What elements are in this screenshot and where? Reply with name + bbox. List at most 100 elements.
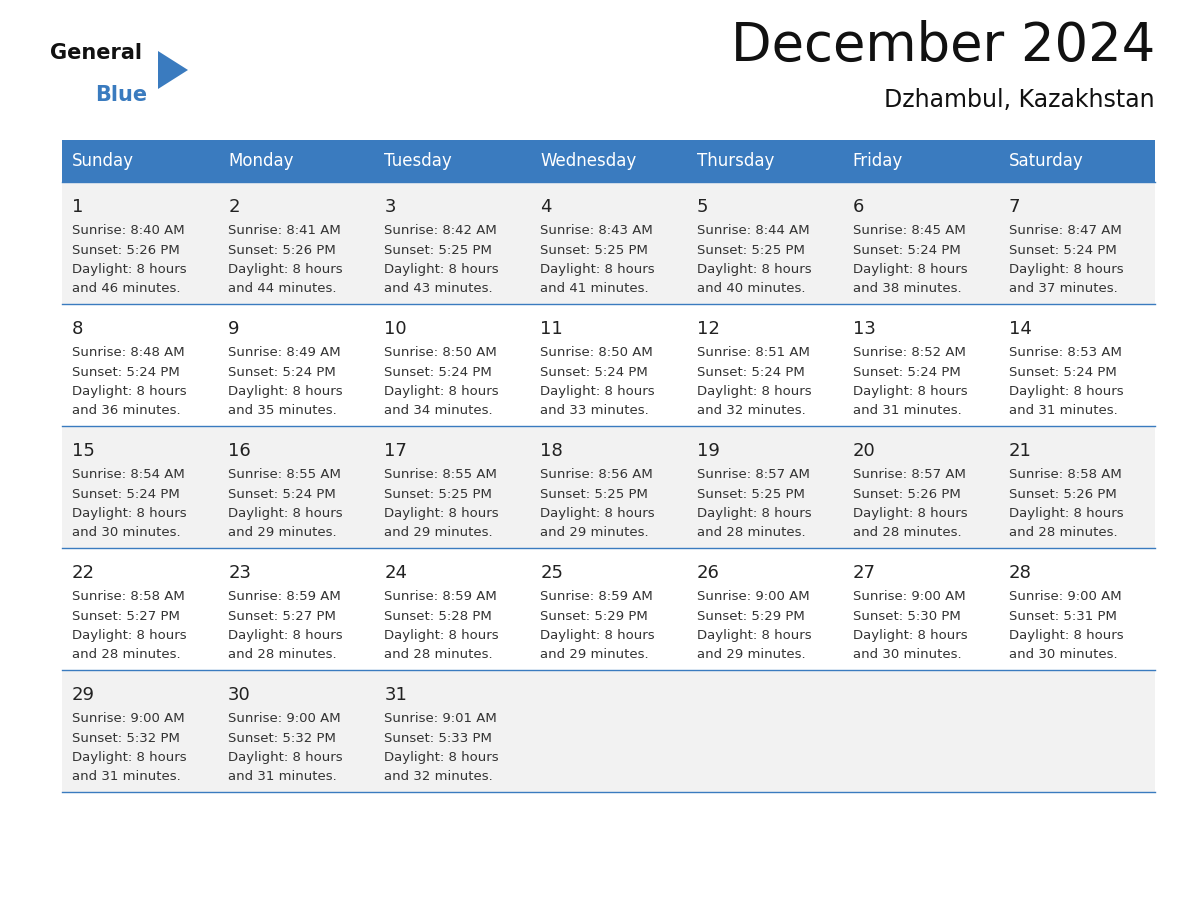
Text: Sunrise: 8:43 AM: Sunrise: 8:43 AM [541, 224, 653, 237]
Text: Sunset: 5:32 PM: Sunset: 5:32 PM [72, 732, 179, 744]
Text: 26: 26 [696, 564, 720, 582]
Text: General: General [50, 43, 143, 63]
Text: 15: 15 [72, 442, 95, 460]
Text: Sunrise: 8:42 AM: Sunrise: 8:42 AM [384, 224, 497, 237]
Text: Sunset: 5:24 PM: Sunset: 5:24 PM [696, 365, 804, 378]
Text: Sunrise: 8:56 AM: Sunrise: 8:56 AM [541, 468, 653, 481]
Text: Sunset: 5:25 PM: Sunset: 5:25 PM [541, 243, 649, 256]
Text: 18: 18 [541, 442, 563, 460]
Text: Saturday: Saturday [1009, 152, 1083, 170]
Text: Sunday: Sunday [72, 152, 134, 170]
Text: Sunrise: 9:00 AM: Sunrise: 9:00 AM [1009, 590, 1121, 603]
Text: Daylight: 8 hours: Daylight: 8 hours [1009, 385, 1124, 398]
Text: and 31 minutes.: and 31 minutes. [1009, 405, 1118, 418]
Text: 12: 12 [696, 320, 720, 338]
Text: Wednesday: Wednesday [541, 152, 637, 170]
Text: 25: 25 [541, 564, 563, 582]
Text: Sunset: 5:28 PM: Sunset: 5:28 PM [384, 610, 492, 622]
Text: Sunset: 5:26 PM: Sunset: 5:26 PM [72, 243, 179, 256]
Text: Thursday: Thursday [696, 152, 773, 170]
Text: and 35 minutes.: and 35 minutes. [228, 405, 337, 418]
Text: and 46 minutes.: and 46 minutes. [72, 283, 181, 296]
Text: Sunset: 5:30 PM: Sunset: 5:30 PM [853, 610, 960, 622]
Text: Sunset: 5:24 PM: Sunset: 5:24 PM [1009, 365, 1117, 378]
Text: Sunset: 5:32 PM: Sunset: 5:32 PM [228, 732, 336, 744]
Text: and 31 minutes.: and 31 minutes. [72, 770, 181, 783]
Text: Sunrise: 9:00 AM: Sunrise: 9:00 AM [696, 590, 809, 603]
Text: Sunset: 5:27 PM: Sunset: 5:27 PM [72, 610, 179, 622]
Text: Tuesday: Tuesday [384, 152, 453, 170]
Text: Daylight: 8 hours: Daylight: 8 hours [696, 385, 811, 398]
Text: Friday: Friday [853, 152, 903, 170]
Text: Sunset: 5:25 PM: Sunset: 5:25 PM [696, 243, 804, 256]
Text: and 29 minutes.: and 29 minutes. [541, 527, 649, 540]
Text: Sunset: 5:24 PM: Sunset: 5:24 PM [1009, 243, 1117, 256]
Text: Sunrise: 9:00 AM: Sunrise: 9:00 AM [228, 712, 341, 725]
Text: and 41 minutes.: and 41 minutes. [541, 283, 649, 296]
Text: Daylight: 8 hours: Daylight: 8 hours [228, 385, 343, 398]
Text: 9: 9 [228, 320, 240, 338]
Text: Daylight: 8 hours: Daylight: 8 hours [1009, 629, 1124, 642]
Text: Sunrise: 8:41 AM: Sunrise: 8:41 AM [228, 224, 341, 237]
Text: and 28 minutes.: and 28 minutes. [72, 648, 181, 662]
Text: Daylight: 8 hours: Daylight: 8 hours [853, 629, 967, 642]
Text: Sunrise: 8:50 AM: Sunrise: 8:50 AM [384, 346, 497, 359]
Text: 11: 11 [541, 320, 563, 338]
Text: Sunset: 5:27 PM: Sunset: 5:27 PM [228, 610, 336, 622]
Text: Sunrise: 8:54 AM: Sunrise: 8:54 AM [72, 468, 185, 481]
Text: Sunrise: 8:57 AM: Sunrise: 8:57 AM [853, 468, 966, 481]
Text: Sunset: 5:29 PM: Sunset: 5:29 PM [541, 610, 649, 622]
Text: Daylight: 8 hours: Daylight: 8 hours [72, 263, 187, 276]
Text: Daylight: 8 hours: Daylight: 8 hours [1009, 263, 1124, 276]
Text: and 31 minutes.: and 31 minutes. [853, 405, 961, 418]
Text: 17: 17 [384, 442, 407, 460]
Text: and 29 minutes.: and 29 minutes. [228, 527, 336, 540]
Text: Sunrise: 8:50 AM: Sunrise: 8:50 AM [541, 346, 653, 359]
Text: and 38 minutes.: and 38 minutes. [853, 283, 961, 296]
Text: 31: 31 [384, 686, 407, 704]
Text: and 30 minutes.: and 30 minutes. [72, 527, 181, 540]
Text: Sunrise: 8:59 AM: Sunrise: 8:59 AM [384, 590, 497, 603]
Text: Sunrise: 8:52 AM: Sunrise: 8:52 AM [853, 346, 966, 359]
Text: Daylight: 8 hours: Daylight: 8 hours [72, 507, 187, 520]
Text: Daylight: 8 hours: Daylight: 8 hours [541, 629, 655, 642]
Text: 1: 1 [72, 198, 83, 216]
Text: 30: 30 [228, 686, 251, 704]
Text: Sunrise: 8:44 AM: Sunrise: 8:44 AM [696, 224, 809, 237]
Text: Sunrise: 8:51 AM: Sunrise: 8:51 AM [696, 346, 809, 359]
Text: 10: 10 [384, 320, 407, 338]
Text: and 34 minutes.: and 34 minutes. [384, 405, 493, 418]
Text: Daylight: 8 hours: Daylight: 8 hours [228, 751, 343, 764]
Text: Sunset: 5:24 PM: Sunset: 5:24 PM [853, 243, 960, 256]
Text: 3: 3 [384, 198, 396, 216]
Text: Sunrise: 8:55 AM: Sunrise: 8:55 AM [384, 468, 497, 481]
Text: Dzhambul, Kazakhstan: Dzhambul, Kazakhstan [884, 88, 1155, 112]
Text: Daylight: 8 hours: Daylight: 8 hours [228, 263, 343, 276]
Text: Sunrise: 8:59 AM: Sunrise: 8:59 AM [228, 590, 341, 603]
Bar [62, 304, 1155, 426]
Text: Sunset: 5:29 PM: Sunset: 5:29 PM [696, 610, 804, 622]
Text: and 28 minutes.: and 28 minutes. [696, 527, 805, 540]
Text: Sunset: 5:24 PM: Sunset: 5:24 PM [228, 487, 336, 500]
Bar [62, 140, 1155, 182]
Text: Sunrise: 8:57 AM: Sunrise: 8:57 AM [696, 468, 809, 481]
Text: and 32 minutes.: and 32 minutes. [384, 770, 493, 783]
Text: and 30 minutes.: and 30 minutes. [1009, 648, 1118, 662]
Text: 19: 19 [696, 442, 720, 460]
Text: Daylight: 8 hours: Daylight: 8 hours [541, 385, 655, 398]
Text: and 31 minutes.: and 31 minutes. [228, 770, 337, 783]
Text: 29: 29 [72, 686, 95, 704]
Text: Sunset: 5:31 PM: Sunset: 5:31 PM [1009, 610, 1117, 622]
Text: 6: 6 [853, 198, 864, 216]
Text: Daylight: 8 hours: Daylight: 8 hours [696, 263, 811, 276]
Text: Sunset: 5:26 PM: Sunset: 5:26 PM [853, 487, 960, 500]
Text: and 30 minutes.: and 30 minutes. [853, 648, 961, 662]
Text: Sunset: 5:26 PM: Sunset: 5:26 PM [228, 243, 336, 256]
Text: 27: 27 [853, 564, 876, 582]
Text: Daylight: 8 hours: Daylight: 8 hours [384, 751, 499, 764]
Text: 20: 20 [853, 442, 876, 460]
Text: Daylight: 8 hours: Daylight: 8 hours [853, 263, 967, 276]
Text: Sunset: 5:25 PM: Sunset: 5:25 PM [384, 243, 492, 256]
Text: Sunset: 5:33 PM: Sunset: 5:33 PM [384, 732, 492, 744]
Text: and 33 minutes.: and 33 minutes. [541, 405, 649, 418]
